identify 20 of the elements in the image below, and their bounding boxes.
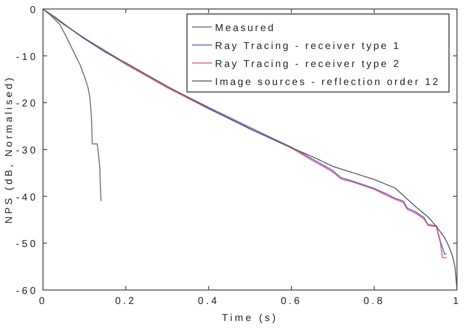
line-series xyxy=(42,8,102,202)
y-axis-title: NPS (dB, Normalised) xyxy=(4,75,15,224)
x-tick-label: 0.4 xyxy=(198,296,220,307)
x-tick-label: 0.8 xyxy=(363,296,385,307)
y-tick-label: 0 xyxy=(30,5,38,16)
legend-label: Ray Tracing - receiver type 1 xyxy=(215,41,401,52)
y-tick-label: -60 xyxy=(16,286,38,297)
y-tick-label: -40 xyxy=(16,192,38,204)
x-tick-label: 0 xyxy=(38,296,48,307)
y-tick-label: -50 xyxy=(16,239,38,250)
x-tick-label: 0.2 xyxy=(115,296,137,307)
legend-label: Measured xyxy=(215,23,276,34)
y-tick-label: -20 xyxy=(16,98,38,110)
y-tick-label: -30 xyxy=(16,146,38,156)
x-axis-title: Time (s) xyxy=(222,313,278,324)
x-tick-label: 0.6 xyxy=(280,296,302,307)
x-tick-label: 1 xyxy=(452,296,462,307)
legend-label: Ray Tracing - receiver type 2 xyxy=(215,59,401,70)
y-tick-label: -10 xyxy=(16,52,38,63)
legend-label: Image sources - reflection order 12 xyxy=(215,77,440,88)
